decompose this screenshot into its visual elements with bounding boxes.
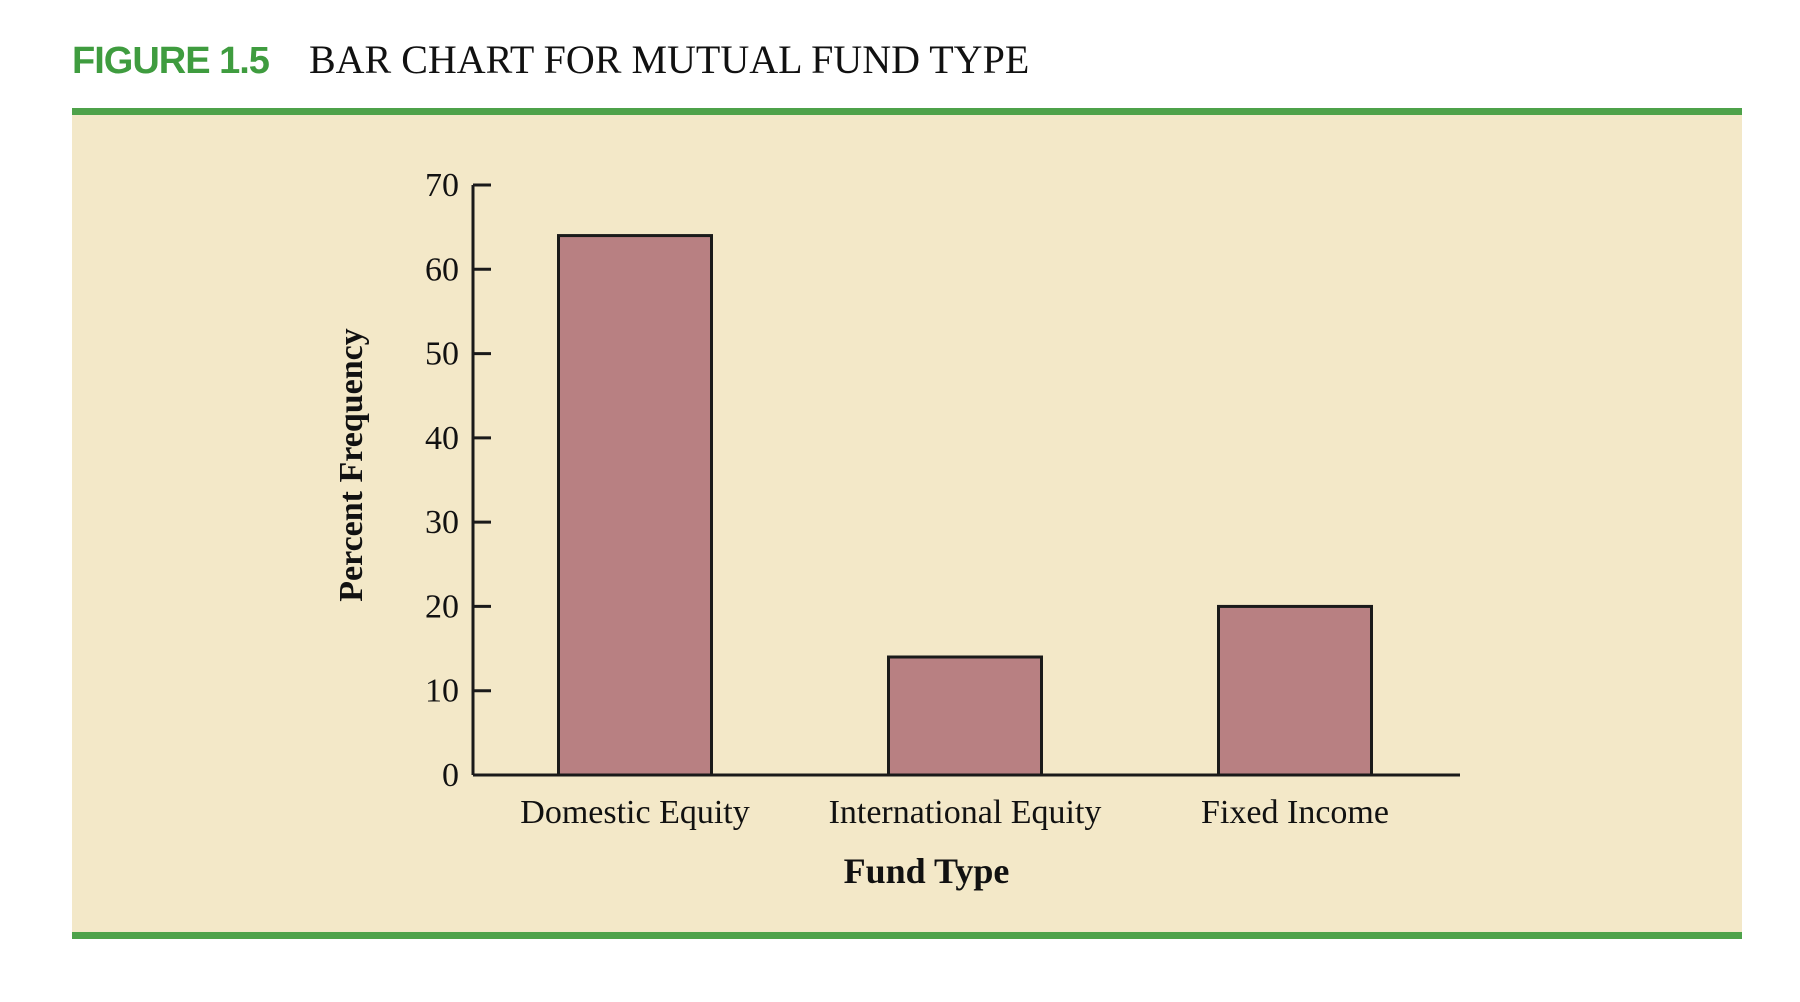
top-rule [72,108,1742,115]
x-tick-label: Fixed Income [1201,794,1389,831]
bottom-rule [72,932,1742,939]
y-tick-label: 60 [425,251,459,288]
y-tick-label: 0 [442,757,459,794]
bar-fixed-income [1217,604,1373,777]
y-tick-label: 70 [425,167,459,204]
bar-domestic-equity [557,234,713,777]
x-tick-label: Domestic Equity [520,794,749,831]
y-tick-label: 30 [425,504,459,541]
axes-group [471,185,1460,777]
figure-header: FIGURE 1.5 BAR CHART FOR MUTUAL FUND TYP… [72,36,1029,96]
bar-international-equity [887,655,1043,777]
bars-group [557,234,1373,777]
y-tick-label: 10 [425,673,459,710]
y-tick-label: 20 [425,588,459,625]
y-tick-label: 50 [425,336,459,373]
chart-panel: 0 10 20 30 40 50 60 70 Domestic Equity Internati… [72,115,1742,932]
figure-title: BAR CHART FOR MUTUAL FUND TYPE [308,37,1030,82]
y-tick-label: 40 [425,420,459,457]
x-tick-label: International Equity [829,794,1102,831]
y-ticks-group: 0 10 20 30 40 50 60 70 [425,167,491,794]
y-axis-title: Percent Frequency [333,328,370,602]
figure-label: FIGURE 1.5 [72,40,270,82]
bar-chart: 0 10 20 30 40 50 60 70 Domestic Equity Internati… [333,167,1460,891]
x-axis-title: Fund Type [844,851,1010,891]
x-ticks-group: Domestic Equity International Equity Fixed… [520,794,1389,831]
